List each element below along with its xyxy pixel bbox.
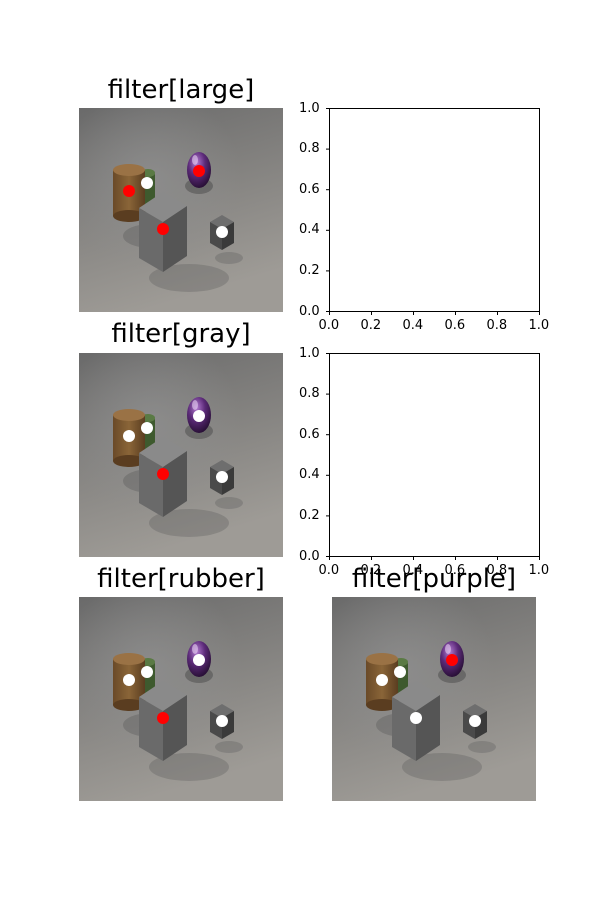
y-tick-label: 0.0 [299,303,320,319]
y-tick-label: 1.0 [299,100,320,116]
x-tick-label: 0.6 [444,318,466,333]
gray-cube-marker [157,468,169,480]
brown-cylinder-marker [376,674,388,686]
panel-title-large: filter[large] [107,75,255,105]
purple-egg-marker [193,165,205,177]
purple-egg-marker [193,654,205,666]
panel-title-rubber: filter[rubber] [97,564,265,594]
scene-panel-purple [332,597,536,801]
x-tick-label: 1.0 [528,563,550,578]
y-tick-label: 0.4 [299,222,320,238]
empty-axes-1: 0.0 0.0 0.2 0.2 0.4 0.4 0.6 0.6 0.8 0.8 1.0 1.0 [299,102,549,333]
small-cube-marker [216,715,228,727]
panel-title-gray: filter[gray] [111,319,251,349]
panel-title-purple: filter[purple] [351,564,517,594]
empty-axes-2: 0.0 0.0 0.2 0.2 0.4 0.4 0.6 0.6 0.8 0.8 1.0 1.0 [299,347,549,578]
green-cylinder-marker [141,177,153,189]
x-tick-label: 1.0 [528,318,550,333]
gray-cube-marker [157,223,169,235]
y-tick-label: 1.0 [299,345,320,361]
x-tick-label: 0.0 [318,318,340,333]
x-tick-label: 0.2 [360,318,382,333]
y-tick-label: 0.2 [299,507,320,523]
purple-egg-marker [446,654,458,666]
y-tick-label: 0.8 [299,141,320,157]
brown-cylinder-marker [123,674,135,686]
gray-cube-marker [410,712,422,724]
x-tick-label: 0.8 [486,318,508,333]
small-cube-marker [216,226,228,238]
green-cylinder-marker [394,666,406,678]
x-tick-label: 0.6 [444,563,466,578]
y-tick-label: 0.0 [299,548,320,564]
x-tick-label: 0.8 [486,563,508,578]
small-cube-marker [216,471,228,483]
scene-panel-gray [79,353,283,557]
y-tick-label: 0.6 [299,426,320,442]
x-tick-label: 0.4 [402,318,424,333]
y-tick-label: 0.8 [299,386,320,402]
y-tick-label: 0.2 [299,262,320,278]
purple-egg-marker [193,410,205,422]
x-tick-label: 0.2 [360,563,382,578]
brown-cylinder-marker [123,430,135,442]
y-tick-label: 0.4 [299,467,320,483]
brown-cylinder-marker [123,185,135,197]
x-tick-label: 0.0 [318,563,340,578]
scene-panel-large [79,108,283,312]
scene-panel-rubber [79,597,283,801]
x-tick-label: 0.4 [402,563,424,578]
green-cylinder-marker [141,666,153,678]
y-tick-label: 0.6 [299,181,320,197]
gray-cube-marker [157,712,169,724]
green-cylinder-marker [141,422,153,434]
small-cube-marker [469,715,481,727]
